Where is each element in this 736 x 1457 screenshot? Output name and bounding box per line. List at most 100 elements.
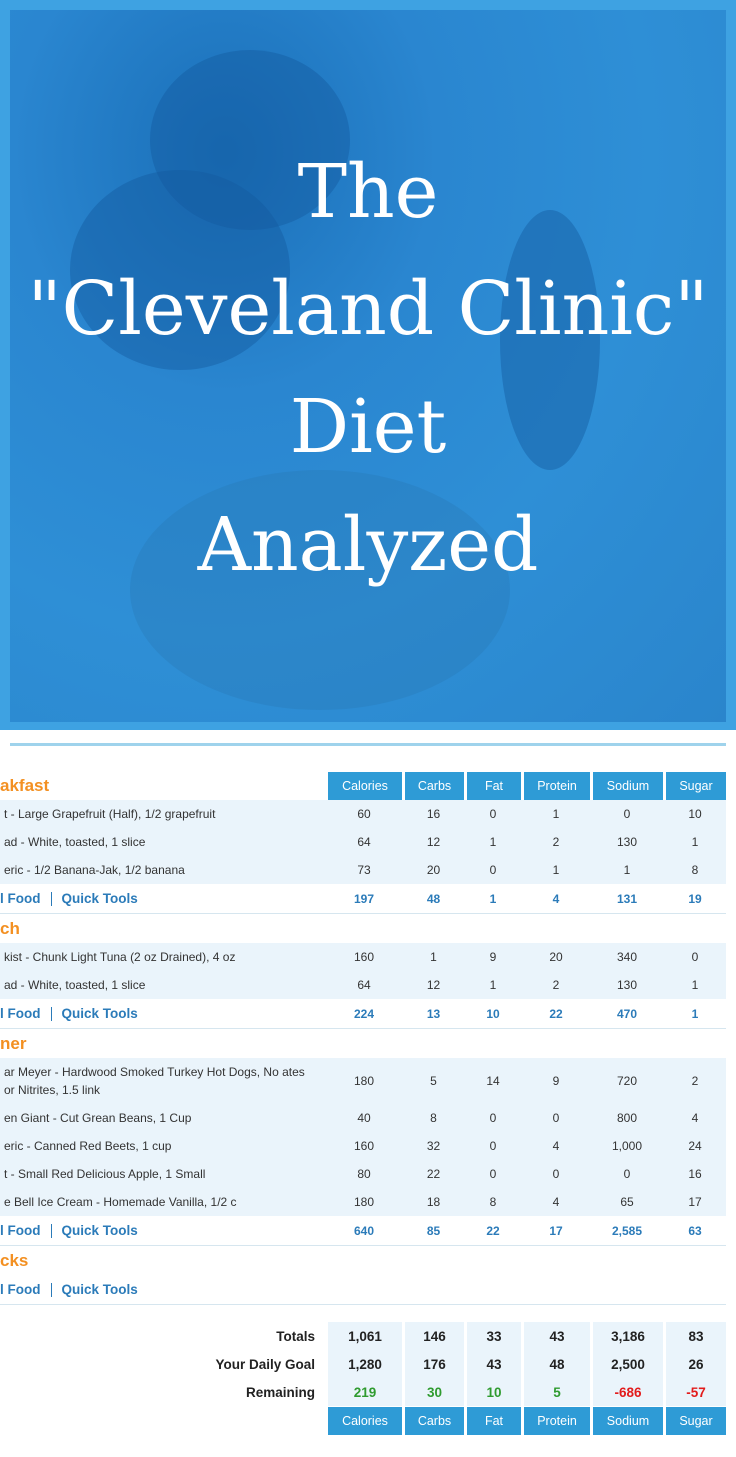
value-cell: 1: [623, 863, 631, 877]
food-name: ar Meyer - Hardwood Smoked Turkey Hot Do…: [4, 1065, 305, 1097]
quick-tools-link[interactable]: Quick Tools: [61, 1223, 138, 1238]
summary-label: Totals: [276, 1328, 315, 1344]
value-cell: 63: [688, 1223, 702, 1238]
value-cell: 1: [489, 835, 497, 849]
value-cell: 1: [430, 950, 437, 964]
value-cell: 85: [426, 1223, 441, 1238]
value-cell: 10: [688, 807, 702, 821]
value-cell: 30: [403, 1378, 464, 1406]
food-row: t - Large Grapefruit (Half), 1/2 grapefr…: [0, 800, 726, 829]
value-cell: 13: [426, 1006, 441, 1021]
value-cell: 197: [353, 891, 375, 906]
value-cell: 8: [430, 1111, 437, 1125]
value-cell: 3,186: [591, 1322, 663, 1350]
value-cell: 219: [326, 1378, 402, 1406]
value-cell: 4: [552, 891, 560, 906]
title-line: The: [297, 149, 439, 235]
meal-total: l Food Quick Tools 197 48 1 4 131 19: [0, 884, 726, 914]
value-cell: 8: [489, 1195, 497, 1209]
value-cell: 2: [552, 835, 560, 849]
column-header: Carbs: [403, 772, 464, 800]
value-cell: 1: [552, 863, 560, 877]
food-name: eric - Canned Red Beets, 1 cup: [4, 1139, 172, 1153]
value-cell: 17: [688, 1195, 702, 1209]
column-header: Carbs: [403, 1407, 464, 1435]
quick-tools-link[interactable]: Quick Tools: [61, 1282, 138, 1297]
value-cell: 9: [552, 1074, 560, 1088]
food-row: kist - Chunk Light Tuna (2 oz Drained), …: [0, 943, 726, 972]
summary-row: Remaining 219 30 10 5 -686 -57: [0, 1378, 726, 1406]
meal-header: cks: [0, 1247, 726, 1275]
meal-name: ner: [0, 1034, 27, 1053]
summary-label: Your Daily Goal: [215, 1356, 315, 1372]
value-cell: 22: [549, 1006, 563, 1021]
add-food-link[interactable]: l Food: [0, 891, 41, 906]
value-cell: 180: [353, 1195, 375, 1209]
column-header: Sugar: [664, 772, 726, 800]
value-cell: 32: [426, 1139, 441, 1153]
value-cell: 340: [616, 950, 638, 964]
value-cell: 0: [489, 1167, 497, 1181]
value-cell: 224: [353, 1006, 375, 1021]
food-row: t - Small Red Delicious Apple, 1 Small 80…: [0, 1160, 726, 1189]
value-cell: 26: [664, 1350, 726, 1378]
value-cell: 64: [357, 978, 371, 992]
value-cell: 4: [691, 1111, 699, 1125]
value-cell: 9: [489, 950, 497, 964]
meal-name: cks: [0, 1251, 29, 1270]
meal-links: l Food Quick Tools: [0, 1275, 325, 1304]
value-cell: 16: [426, 807, 441, 821]
link-separator: [50, 891, 52, 906]
food-row: ar Meyer - Hardwood Smoked Turkey Hot Do…: [0, 1058, 726, 1105]
column-header: Protein: [522, 772, 590, 800]
add-food-link[interactable]: l Food: [0, 1282, 41, 1297]
food-name: ad - White, toasted, 1 slice: [4, 978, 146, 992]
value-cell: 10: [486, 1006, 500, 1021]
add-food-link[interactable]: l Food: [0, 1006, 41, 1021]
value-cell: 800: [616, 1111, 638, 1125]
value-cell: 0: [489, 807, 497, 821]
value-cell: 1,280: [326, 1350, 402, 1378]
add-food-link[interactable]: l Food: [0, 1223, 41, 1238]
value-cell: 12: [426, 835, 441, 849]
value-cell: 0: [489, 1111, 497, 1125]
value-cell: 12: [426, 978, 441, 992]
value-cell: 1,061: [326, 1322, 402, 1350]
summary-label: Remaining: [245, 1384, 315, 1400]
column-header: Fat: [465, 772, 521, 800]
value-cell: 0: [552, 1167, 560, 1181]
food-row: eric - 1/2 Banana-Jak, 1/2 banana 73 20 0 1 1…: [0, 856, 726, 885]
quick-tools-link[interactable]: Quick Tools: [61, 891, 138, 906]
meal-links: l Food Quick Tools: [0, 884, 325, 913]
value-cell: 2: [691, 1074, 699, 1088]
value-cell: 0: [489, 863, 497, 877]
meal-total: l Food Quick Tools 224 13 10 22 470 1: [0, 999, 726, 1029]
title-line: Analyzed: [197, 502, 539, 588]
food-name: kist - Chunk Light Tuna (2 oz Drained), …: [4, 950, 236, 964]
value-cell: 10: [465, 1378, 521, 1406]
value-cell: 2,500: [591, 1350, 663, 1378]
column-footer: Calories Carbs Fat Protein Sodium Sugar: [0, 1407, 726, 1435]
summary-row: Totals 1,061 146 33 43 3,186 83: [0, 1322, 726, 1350]
meal-name: ch: [0, 919, 20, 938]
value-cell: -686: [591, 1378, 663, 1406]
food-row: eric - Canned Red Beets, 1 cup 160 32 0 4 1,0…: [0, 1132, 726, 1161]
food-row: en Giant - Cut Grean Beans, 1 Cup 40 8 0 0 80…: [0, 1104, 726, 1133]
value-cell: 73: [357, 863, 371, 877]
value-cell: 19: [688, 891, 702, 906]
column-header: Sodium: [591, 1407, 663, 1435]
hero-banner: The "Cleveland Clinic" Diet Analyzed: [0, 0, 736, 730]
column-header: Sugar: [664, 1407, 726, 1435]
divider: [10, 743, 726, 746]
link-separator: [50, 1282, 52, 1297]
food-row: ad - White, toasted, 1 slice 64 12 1 2 130 1: [0, 828, 726, 857]
value-cell: 8: [691, 863, 699, 877]
value-cell: 0: [623, 1167, 631, 1181]
value-cell: 65: [620, 1195, 634, 1209]
value-cell: 40: [357, 1111, 371, 1125]
quick-tools-link[interactable]: Quick Tools: [61, 1006, 138, 1021]
value-cell: 1: [552, 807, 560, 821]
value-cell: 43: [465, 1350, 521, 1378]
value-cell: 48: [426, 891, 441, 906]
column-header: Fat: [465, 1407, 521, 1435]
